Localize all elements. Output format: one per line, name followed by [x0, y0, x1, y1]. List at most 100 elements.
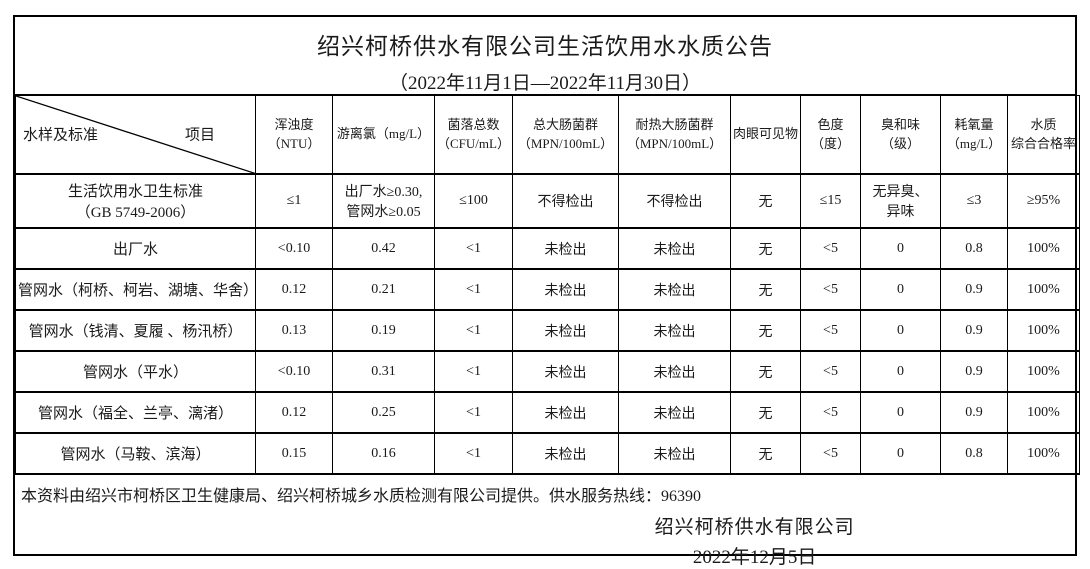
cell-value: 0	[860, 309, 941, 353]
company-signature: 绍兴柯桥供水有限公司	[654, 517, 855, 539]
cell-value: 0.9	[940, 309, 1008, 353]
cell-value: 未检出	[512, 391, 619, 435]
cell-value: 100%	[1007, 268, 1080, 312]
cell-value: <1	[434, 227, 513, 271]
cell-value: 未检出	[618, 309, 731, 353]
cell-value: <1	[434, 432, 513, 476]
table-row-standard: 生活饮用水卫生标准 （GB 5749-2006） ≤1 出厂水≥0.30, 管网…	[15, 173, 1080, 230]
column-header-colony-count: 菌落总数 （CFU/mL）	[434, 95, 513, 176]
title-block: 绍兴柯桥供水有限公司生活饮用水水质公告 （2022年11月1日—2022年11月…	[15, 17, 1075, 95]
cell-value: 无	[730, 173, 801, 230]
row-label: 生活饮用水卫生标准 （GB 5749-2006）	[15, 173, 256, 230]
cell-value: 0.16	[332, 432, 435, 476]
cell-value: 0	[860, 432, 941, 476]
page-subtitle: （2022年11月1日—2022年11月30日）	[388, 73, 702, 94]
cell-value: 无	[730, 391, 801, 435]
cell-value: ≤3	[940, 173, 1008, 230]
cell-value: 0.8	[940, 432, 1008, 476]
cell-value: <5	[800, 227, 861, 271]
cell-value: ≤100	[434, 173, 513, 230]
cell-value: 未检出	[618, 391, 731, 435]
row-label: 管网水（马鞍、滨海）	[15, 432, 256, 476]
cell-value: 0	[860, 268, 941, 312]
table-header-row: 水样及标准 项目 浑浊度 （NTU） 游离氯（mg/L） 菌落总数 （CFU/m…	[15, 95, 1080, 176]
cell-value: 未检出	[618, 227, 731, 271]
cell-value: <5	[800, 350, 861, 394]
table-row-pipe-fuquan: 管网水（福全、兰亭、漓渚） 0.12 0.25 <1 未检出 未检出 无 <5 …	[15, 391, 1080, 435]
cell-value: 未检出	[512, 227, 619, 271]
cell-value: <1	[434, 268, 513, 312]
cell-value: 无	[730, 227, 801, 271]
table-row-pipe-maan: 管网水（马鞍、滨海） 0.15 0.16 <1 未检出 未检出 无 <5 0 0…	[15, 432, 1080, 476]
cell-value: 未检出	[512, 309, 619, 353]
cell-value: 不得检出	[618, 173, 731, 230]
footer-block: 本资料由绍兴市柯桥区卫生健康局、绍兴柯桥城乡水质检测有限公司提供。供水服务热线：…	[15, 475, 1075, 568]
corner-label-sample: 水样及标准	[23, 127, 99, 144]
cell-value: 0	[860, 350, 941, 394]
cell-value: 出厂水≥0.30, 管网水≥0.05	[332, 173, 435, 230]
cell-value: 未检出	[618, 432, 731, 476]
cell-value: 0.12	[255, 391, 333, 435]
table-row-pipe-qianqing: 管网水（钱清、夏履 、杨汛桥） 0.13 0.19 <1 未检出 未检出 无 <…	[15, 309, 1080, 353]
cell-value: <1	[434, 391, 513, 435]
cell-value: 无	[730, 350, 801, 394]
cell-value: <5	[800, 309, 861, 353]
cell-value: ≥95%	[1007, 173, 1080, 230]
cell-value: 0.42	[332, 227, 435, 271]
cell-value: 100%	[1007, 227, 1080, 271]
cell-value: ≤1	[255, 173, 333, 230]
table-row-factory-water: 出厂水 <0.10 0.42 <1 未检出 未检出 无 <5 0 0.8 100…	[15, 227, 1080, 271]
cell-value: 无异臭、 异味	[860, 173, 941, 230]
cell-value: 0	[860, 227, 941, 271]
row-label: 管网水（福全、兰亭、漓渚）	[15, 391, 256, 435]
cell-value: 0.9	[940, 350, 1008, 394]
column-header-chromaticity: 色度 （度）	[800, 95, 861, 176]
cell-value: 无	[730, 268, 801, 312]
cell-value: <5	[800, 391, 861, 435]
cell-value: <0.10	[255, 350, 333, 394]
column-header-thermotolerant-coliform: 耐热大肠菌群 （MPN/100mL）	[618, 95, 731, 176]
cell-value: <5	[800, 432, 861, 476]
cell-value: <1	[434, 350, 513, 394]
cell-value: 0.15	[255, 432, 333, 476]
cell-value: <1	[434, 309, 513, 353]
cell-value: 0.25	[332, 391, 435, 435]
cell-value: 未检出	[512, 268, 619, 312]
corner-label-item: 项目	[184, 127, 215, 144]
cell-value: 未检出	[512, 350, 619, 394]
cell-value: 0.9	[940, 268, 1008, 312]
cell-value: 0.31	[332, 350, 435, 394]
table-row-pipe-keqiao: 管网水（柯桥、柯岩、湖塘、华舍） 0.12 0.21 <1 未检出 未检出 无 …	[15, 268, 1080, 312]
cell-value: 0.21	[332, 268, 435, 312]
corner-header-cell: 水样及标准 项目	[15, 95, 256, 176]
cell-value: <0.10	[255, 227, 333, 271]
row-label: 管网水（柯桥、柯岩、湖塘、华舍）	[15, 268, 256, 312]
water-quality-table: 水样及标准 项目 浑浊度 （NTU） 游离氯（mg/L） 菌落总数 （CFU/m…	[15, 95, 1080, 476]
cell-value: 100%	[1007, 432, 1080, 476]
cell-value: 无	[730, 432, 801, 476]
column-header-odor: 臭和味 （级）	[860, 95, 941, 176]
page-title: 绍兴柯桥供水有限公司生活饮用水水质公告	[317, 34, 773, 59]
cell-value: 无	[730, 309, 801, 353]
cell-value: 0.13	[255, 309, 333, 353]
column-header-oxygen-consumption: 耗氧量 （mg/L）	[940, 95, 1008, 176]
signature-block: 绍兴柯桥供水有限公司 2022年12月5日	[545, 512, 964, 569]
water-quality-announcement: 绍兴柯桥供水有限公司生活饮用水水质公告 （2022年11月1日—2022年11月…	[13, 15, 1080, 568]
cell-value: 100%	[1007, 391, 1080, 435]
column-header-free-chlorine: 游离氯（mg/L）	[332, 95, 435, 176]
cell-value: 未检出	[512, 432, 619, 476]
row-label: 管网水（钱清、夏履 、杨汛桥）	[15, 309, 256, 353]
column-header-visible-matter: 肉眼可见物	[730, 95, 801, 176]
cell-value: 0.12	[255, 268, 333, 312]
cell-value: 0.9	[940, 391, 1008, 435]
cell-value: 100%	[1007, 309, 1080, 353]
column-header-total-coliform: 总大肠菌群 （MPN/100mL）	[512, 95, 619, 176]
table-row-pipe-pingshui: 管网水（平水） <0.10 0.31 <1 未检出 未检出 无 <5 0 0.9…	[15, 350, 1080, 394]
column-header-turbidity: 浑浊度 （NTU）	[255, 95, 333, 176]
cell-value: 未检出	[618, 350, 731, 394]
cell-value: 0	[860, 391, 941, 435]
cell-value: ≤15	[800, 173, 861, 230]
cell-value: 不得检出	[512, 173, 619, 230]
cell-value: 0.19	[332, 309, 435, 353]
footer-note: 本资料由绍兴市柯桥区卫生健康局、绍兴柯桥城乡水质检测有限公司提供。供水服务热线：…	[21, 488, 702, 506]
